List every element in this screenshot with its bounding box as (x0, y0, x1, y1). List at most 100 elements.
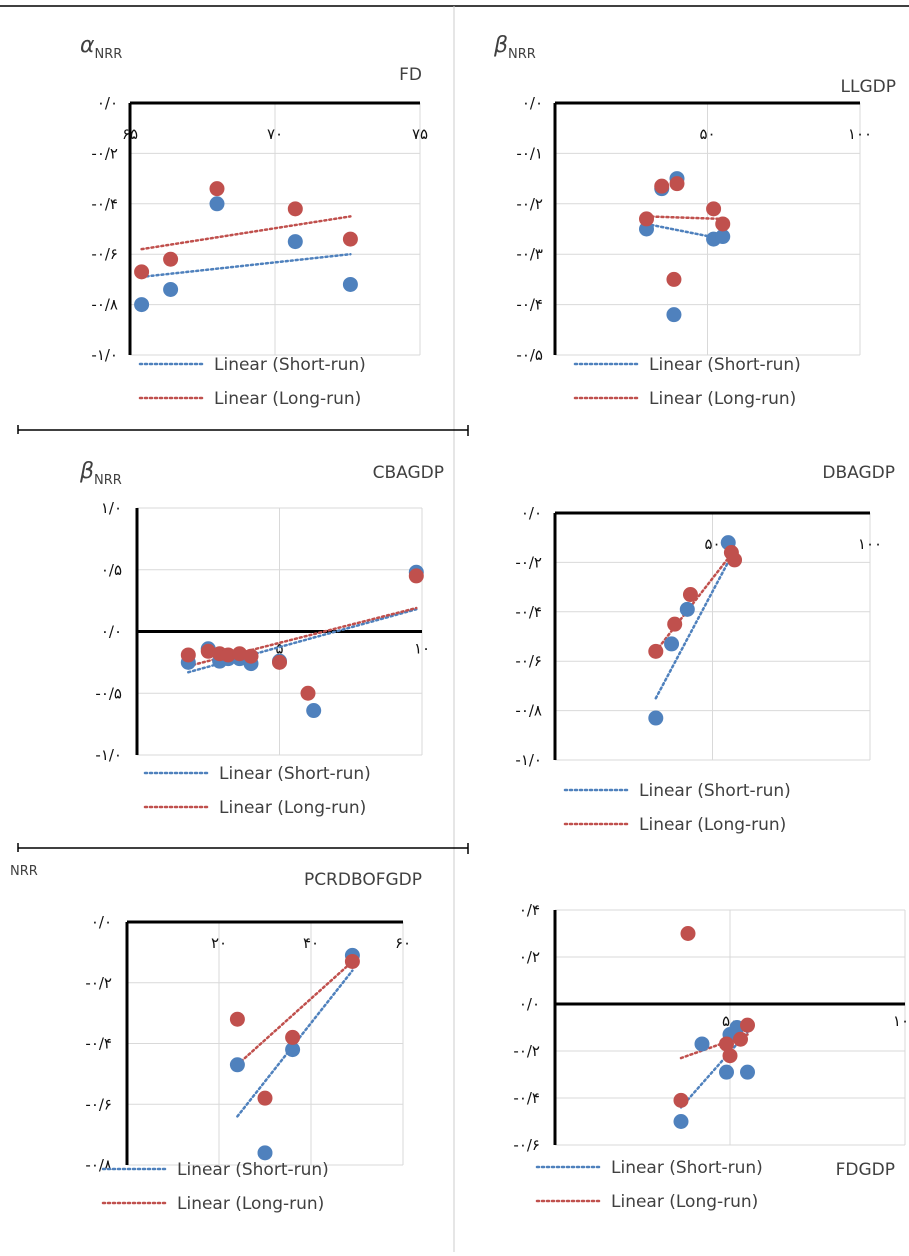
y-tick-label: -۰/۴ (513, 1089, 540, 1107)
point-short-run (287, 234, 303, 250)
y-tick-label: -۰/۲ (515, 553, 542, 571)
point-short-run (306, 703, 322, 719)
y-tick-label: -۱/۰ (91, 346, 118, 364)
point-long-run (232, 646, 248, 662)
y-tick-label: -۰/۸ (91, 296, 118, 314)
y-tick-label: ۰/۵ (101, 561, 122, 579)
y-tick-label: ۰/۰ (522, 94, 543, 112)
y-tick-label: -۰/۴ (85, 1035, 112, 1053)
point-long-run (722, 1048, 738, 1064)
y-tick-label: -۱/۰ (515, 751, 542, 769)
point-short-run (648, 710, 664, 726)
y-tick-label: -۰/۴ (91, 195, 118, 213)
chart-title: FDGDP (836, 1160, 895, 1180)
legend-label-short-run: Linear (Short-run) (177, 1160, 329, 1180)
x-tick-label: ۱۰ (414, 640, 430, 658)
point-long-run (408, 568, 424, 584)
legend-label-short-run: Linear (Short-run) (611, 1158, 763, 1178)
y-tick-label: ۰/۲ (519, 948, 540, 966)
point-long-run (706, 201, 722, 217)
chart-panel-1: ۰/۰ -۰/۲ -۰/۴ -۰/۶ -۰/۸ -۱/۰ ۶۵ ۷۰ ۷۵ FD αNRR Linea… (80, 33, 428, 409)
y-tick-label: -۰/۸ (515, 702, 542, 720)
x-tick-label: ۱۰۰ (848, 125, 872, 143)
point-short-run (342, 276, 358, 292)
point-long-run (666, 271, 682, 287)
point-short-run (285, 1042, 301, 1058)
y-tick-label: -۰/۶ (91, 245, 118, 263)
point-long-run (257, 1090, 273, 1106)
point-short-run (134, 297, 150, 313)
point-long-run (715, 216, 731, 232)
trend-line-short-run (679, 1030, 749, 1109)
chart-panel-5: ۰/۰ -۰/۲ -۰/۴ -۰/۶ -۰/۸ ۲۰ ۴۰ ۶۰ PCRDBOFGDP NRR Li… (10, 864, 422, 1214)
y-tick-label: -۰/۴ (516, 296, 543, 314)
x-tick-label: ۵۰ (704, 535, 720, 553)
x-tick-label: ۷۵ (412, 125, 428, 143)
legend-label-long-run: Linear (Long-run) (639, 815, 786, 835)
y-tick-label: -۰/۲ (85, 974, 112, 992)
legend-label-long-run: Linear (Long-run) (177, 1194, 324, 1214)
y-tick-label: -۰/۸ (85, 1156, 112, 1174)
y-tick-label: ۰/۰ (101, 623, 122, 641)
point-long-run (220, 647, 236, 663)
y-tick-label: -۰/۲ (516, 195, 543, 213)
y-tick-label: -۰/۶ (515, 652, 542, 670)
point-short-run (673, 1114, 689, 1129)
y-axis-label: NRR (10, 864, 38, 879)
y-tick-label: -۰/۳ (516, 245, 543, 263)
legend-label-short-run: Linear (Short-run) (214, 355, 366, 375)
chart-title: DBAGDP (822, 463, 895, 483)
point-long-run (163, 251, 179, 267)
point-long-run (344, 953, 360, 969)
chart-title: PCRDBOFGDP (304, 870, 422, 890)
trend-line-long-run (645, 215, 724, 221)
y-tick-label: ۰/۴ (519, 901, 540, 919)
point-long-run (200, 643, 216, 659)
legend-label-short-run: Linear (Short-run) (219, 764, 371, 784)
x-tick-label: ۵۰ (699, 125, 715, 143)
point-long-run (733, 1031, 748, 1047)
x-tick-label: ۵ (275, 640, 283, 658)
y-tick-label: ۰/۰ (97, 94, 118, 112)
y-tick-label: -۱/۰ (95, 746, 122, 764)
point-long-run (639, 211, 654, 227)
point-long-run (342, 231, 358, 247)
point-short-run (209, 196, 225, 212)
point-long-run (667, 616, 683, 632)
point-short-run (257, 1145, 273, 1161)
y-tick-label: ۰/۰ (519, 995, 540, 1013)
point-short-run (666, 307, 682, 323)
point-short-run (229, 1057, 245, 1073)
point-long-run (272, 654, 287, 670)
legend-label-long-run: Linear (Long-run) (214, 389, 361, 409)
point-short-run (715, 229, 731, 245)
y-tick-label: -۰/۱ (516, 144, 543, 162)
point-long-run (682, 587, 698, 603)
point-long-run (740, 1017, 755, 1033)
point-long-run (229, 1011, 245, 1027)
x-tick-label: ۴۰ (303, 934, 319, 952)
chart-title: CBAGDP (373, 463, 444, 483)
legend-label-short-run: Linear (Short-run) (649, 355, 801, 375)
x-tick-label: ۶۰ (395, 934, 411, 952)
legend-label-long-run: Linear (Long-run) (611, 1192, 758, 1212)
legend-label-short-run: Linear (Short-run) (639, 781, 791, 801)
point-long-run (134, 264, 150, 280)
point-long-run (727, 552, 743, 568)
x-tick-label: ۲۰ (211, 934, 227, 952)
point-long-run (680, 926, 696, 941)
x-tick-label: ۱۰۰ (893, 1012, 909, 1030)
trend-line-short-run (654, 548, 736, 700)
y-tick-label: -۰/۶ (513, 1136, 540, 1154)
y-tick-label: -۰/۵ (516, 346, 543, 364)
point-long-run (285, 1029, 301, 1045)
legend-label-long-run: Linear (Long-run) (219, 798, 366, 818)
y-tick-label: ۰/۰ (91, 913, 112, 931)
point-short-run (740, 1064, 755, 1080)
point-long-run (669, 176, 685, 192)
chart-panel-6: ۰/۴۰/۲۰/۰-۰/۲-۰/۴-۰/۶۵۰۱۰۰FDGDPLinear (S… (513, 901, 909, 1212)
chart-panel-2: ۰/۰ -۰/۱ -۰/۲ -۰/۳ -۰/۴ -۰/۵ ۵۰ ۱۰۰ LLGDP βNRR Lin… (493, 33, 896, 409)
y-tick-label: -۰/۲ (513, 1042, 540, 1060)
